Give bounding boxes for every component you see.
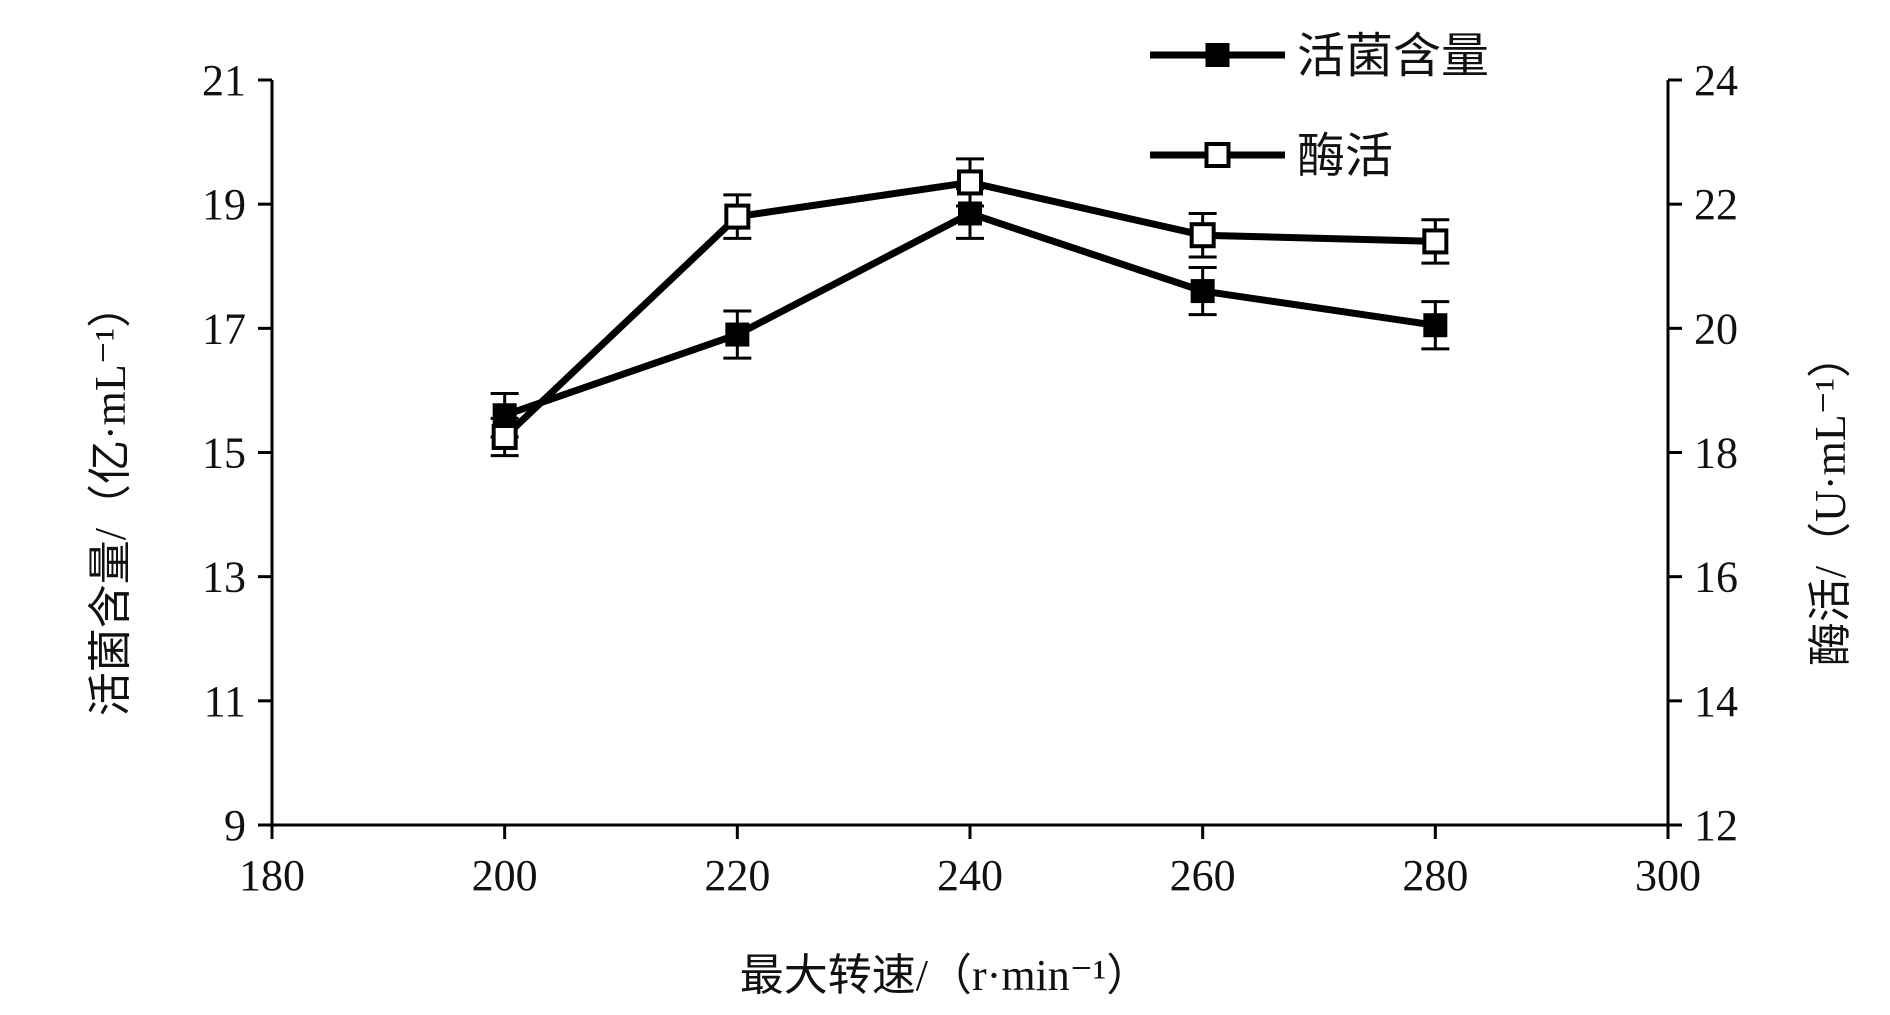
enzyme-activity-point-marker	[1189, 222, 1216, 249]
viable-count-point-marker	[1190, 279, 1215, 304]
right-y-tick-label: 16	[1694, 553, 1738, 602]
enzyme-activity-point-marker	[491, 423, 518, 450]
left-y-tick-label: 9	[224, 801, 246, 850]
left-y-tick-label: 15	[202, 429, 246, 478]
ticks: 180 200 220 240 260 280 300 9 11 13 15 17 19 21 12 14 16…	[202, 56, 1738, 900]
x-tick-label: 180	[239, 851, 305, 900]
enzyme-activity-legend-marker	[1204, 142, 1231, 168]
left-y-tick-label: 11	[204, 677, 246, 726]
left-y-tick-label: 17	[202, 304, 246, 353]
left-y-tick-label: 21	[202, 56, 246, 105]
right-y-tick-label: 12	[1694, 801, 1738, 850]
left-y-axis-title: 活菌含量/（亿·mL⁻¹）	[86, 284, 135, 716]
x-tick-label: 240	[937, 851, 1003, 900]
right-y-tick-label: 24	[1694, 56, 1738, 105]
series-layer	[490, 157, 1450, 458]
right-y-tick-label: 20	[1694, 304, 1738, 353]
right-y-tick-label: 22	[1694, 180, 1738, 229]
x-tick-label: 220	[704, 851, 770, 900]
viable-count-point-marker	[1423, 313, 1448, 338]
viable-count-series-line	[503, 209, 1436, 419]
right-y-tick-label: 18	[1694, 429, 1738, 478]
viable-count-legend-label: 活菌含量	[1297, 30, 1489, 83]
viable-count-legend-marker	[1205, 43, 1230, 67]
enzyme-activity-point-marker	[1422, 228, 1449, 255]
x-tick-label: 280	[1402, 851, 1468, 900]
left-y-tick-label: 13	[202, 553, 246, 602]
x-tick-label: 260	[1170, 851, 1236, 900]
x-axis-title: 最大转速/（r·min⁻¹）	[740, 951, 1150, 1000]
right-y-axis-title: 酶活/（U·mL⁻¹）	[1806, 334, 1855, 666]
enzyme-activity-legend-label: 酶活	[1297, 130, 1393, 183]
x-tick-label: 300	[1635, 851, 1701, 900]
enzyme-activity-point-marker	[957, 169, 983, 196]
left-y-tick-label: 19	[202, 180, 246, 229]
enzyme-activity-point-marker	[724, 203, 751, 230]
right-y-tick-label: 14	[1694, 677, 1738, 726]
x-tick-label: 200	[472, 851, 538, 900]
viable-count-point-marker	[725, 322, 750, 347]
